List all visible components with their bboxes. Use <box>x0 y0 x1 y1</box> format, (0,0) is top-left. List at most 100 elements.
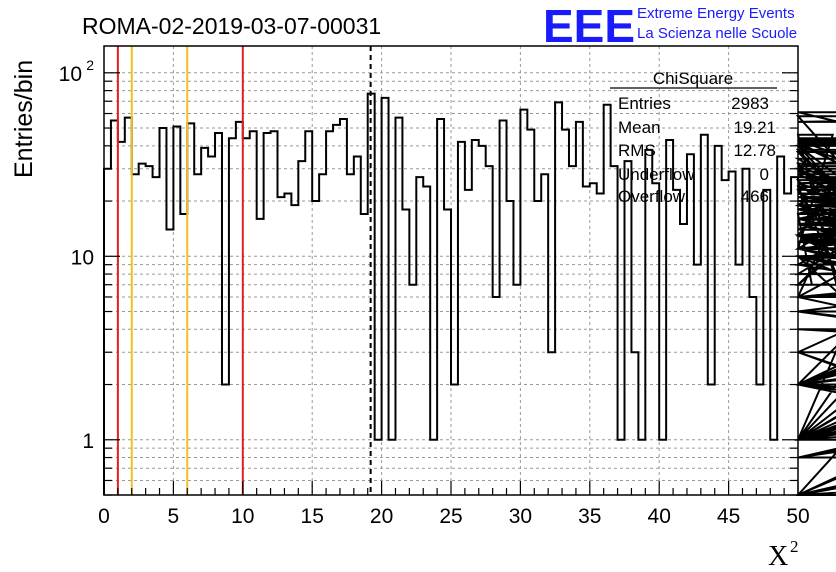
x-tick-label: 40 <box>648 505 671 528</box>
x-tick-label: 10 <box>231 505 254 528</box>
histogram-bin <box>548 352 555 495</box>
histogram-bin <box>527 130 534 495</box>
histogram-bin <box>604 105 611 495</box>
histogram-bin <box>118 142 125 495</box>
histogram-bin <box>139 164 146 495</box>
histogram-bin <box>729 171 736 495</box>
histogram-bin <box>319 174 326 495</box>
y-tick-label: 10 <box>59 63 82 86</box>
chart-title: ROMA-02-2019-03-07-00031 <box>82 13 381 39</box>
histogram-bin <box>618 440 625 495</box>
histogram-bin <box>590 183 597 495</box>
logo-mark: EEE <box>543 0 635 52</box>
histogram-bin <box>625 161 632 495</box>
histogram-bin <box>340 119 347 495</box>
histogram-bin <box>756 385 763 495</box>
histogram-bin <box>694 265 701 495</box>
histogram-outline <box>103 92 836 496</box>
histogram-bin <box>111 120 118 495</box>
histogram-bin <box>416 177 423 495</box>
histogram-bin <box>264 133 271 495</box>
y-tick-label-superscript: 2 <box>86 57 94 73</box>
histogram-bin <box>486 166 493 495</box>
histogram-bin <box>402 209 409 495</box>
histogram-bin <box>479 146 486 495</box>
histogram-bin <box>569 166 576 495</box>
stats-label-rms: RMS <box>618 141 656 160</box>
histogram-bin <box>770 440 777 495</box>
histogram-bin <box>520 110 527 495</box>
histogram-bin <box>715 146 722 495</box>
y-axis-label: Entries/bin <box>10 60 38 178</box>
histogram-bin <box>826 249 833 495</box>
histogram-bin <box>534 201 541 495</box>
histogram-bin <box>222 385 229 495</box>
histogram-bin <box>812 285 819 495</box>
x-tick-label: 30 <box>509 505 532 528</box>
stats-value-rms: 12.78 <box>733 141 776 160</box>
stats-box: ChiSquare Entries 2983 Mean 19.21 RMS 12… <box>610 69 777 206</box>
x-axis-label-group: X 2 <box>768 537 799 572</box>
histogram-bin <box>229 138 236 495</box>
histogram-bin <box>562 130 569 495</box>
histogram-bin <box>777 156 784 495</box>
histogram-bin <box>257 219 264 495</box>
histogram-bin <box>180 214 187 495</box>
histogram-bin <box>507 201 514 495</box>
histogram-bin <box>187 123 194 495</box>
histogram-bin <box>611 166 618 495</box>
stats-value-underflow: 0 <box>760 165 769 184</box>
x-tick-label: 25 <box>439 505 462 528</box>
histogram-bin <box>173 126 180 495</box>
histogram-bin <box>763 190 770 495</box>
histogram-bin <box>638 440 645 495</box>
histogram-bin <box>395 118 402 495</box>
histogram-bin <box>243 138 250 495</box>
histogram-bin <box>333 125 340 495</box>
histogram-bin <box>326 131 333 495</box>
histogram-bin <box>361 214 368 495</box>
histogram-bin <box>680 224 687 495</box>
histogram-bin <box>271 131 278 495</box>
x-axis-label-superscript: 2 <box>790 537 799 556</box>
histogram-bin <box>146 166 153 495</box>
histogram-bin <box>597 193 604 495</box>
histogram-bin <box>250 131 257 495</box>
histogram-bin <box>284 193 291 495</box>
x-axis-label: X <box>768 541 788 572</box>
stats-label-overflow: Overflow <box>618 187 686 206</box>
histogram-bin <box>722 180 729 495</box>
histogram-bin <box>347 174 354 495</box>
histogram-bin <box>451 385 458 495</box>
histogram-bin <box>708 385 715 495</box>
histogram-bin <box>742 169 749 495</box>
histogram-bin <box>409 285 416 495</box>
histogram-bin <box>298 161 305 495</box>
x-tick-label: 50 <box>786 505 809 528</box>
histogram-bin <box>513 285 520 495</box>
histogram-bin <box>160 128 167 495</box>
x-tick-label: 15 <box>301 505 324 528</box>
stats-value-overflow: 466 <box>741 187 769 206</box>
histogram-bin <box>687 154 694 495</box>
histogram-bin <box>305 131 312 495</box>
stats-label-underflow: Underflow <box>618 165 695 184</box>
histogram-bin <box>389 440 396 495</box>
histogram-bin <box>291 205 298 495</box>
histogram-layer <box>103 92 836 496</box>
histogram-bin <box>576 122 583 495</box>
stats-value-entries: 2983 <box>731 94 769 113</box>
histogram-bin <box>555 102 562 495</box>
histogram-bin <box>583 187 590 495</box>
logo-line-2: La Scienza nelle Scuole <box>637 25 797 42</box>
stats-label-mean: Mean <box>618 118 661 137</box>
vertical-markers <box>116 46 372 495</box>
histogram-bin <box>194 174 201 495</box>
histogram-bin <box>125 118 132 495</box>
histogram-bin <box>312 201 319 495</box>
histogram-bin <box>166 229 173 495</box>
histogram-bin <box>437 119 444 495</box>
histogram-bin <box>458 142 465 495</box>
